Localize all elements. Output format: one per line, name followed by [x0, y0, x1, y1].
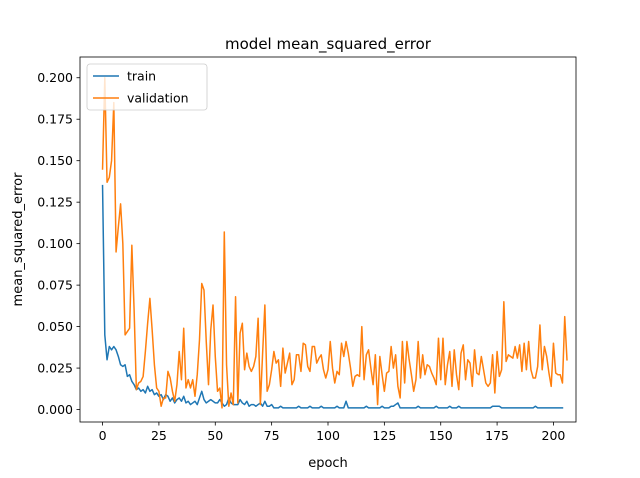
x-tick-label: 25 [151, 428, 167, 443]
y-tick-label: 0.050 [37, 319, 73, 334]
legend-label-train: train [127, 69, 156, 84]
series-line-train [101, 184, 564, 409]
y-tick-label: 0.150 [37, 153, 73, 168]
y-tick-label: 0.075 [37, 278, 73, 293]
y-axis-title: mean_squared_error [11, 172, 26, 307]
series-line-validation [101, 76, 568, 409]
series-layer [101, 76, 568, 409]
x-axis-title: epoch [308, 456, 348, 471]
x-tick-label: 200 [542, 428, 566, 443]
x-tick-label: 100 [316, 428, 340, 443]
y-tick-label: 0.175 [37, 112, 73, 127]
y-tick-label: 0.000 [37, 402, 73, 417]
legend: train validation [86, 63, 208, 111]
x-tick-label: 75 [264, 428, 280, 443]
y-tick-label: 0.025 [37, 361, 73, 376]
x-tick-label: 175 [485, 428, 509, 443]
chart-title: model mean_squared_error [225, 35, 432, 54]
x-tick-label: 0 [99, 428, 107, 443]
legend-label-validation: validation [127, 91, 189, 106]
axes-layer: 0 25 50 75 100 125 150 175 200 0.000 0.025 0.050 0.0… [37, 56, 577, 443]
x-tick-label: 50 [207, 428, 223, 443]
y-tick-label: 0.200 [37, 70, 73, 85]
y-tick-label: 0.125 [37, 195, 73, 210]
x-tick-label: 150 [429, 428, 453, 443]
x-tick-label: 125 [372, 428, 396, 443]
y-tick-label: 0.100 [37, 236, 73, 251]
